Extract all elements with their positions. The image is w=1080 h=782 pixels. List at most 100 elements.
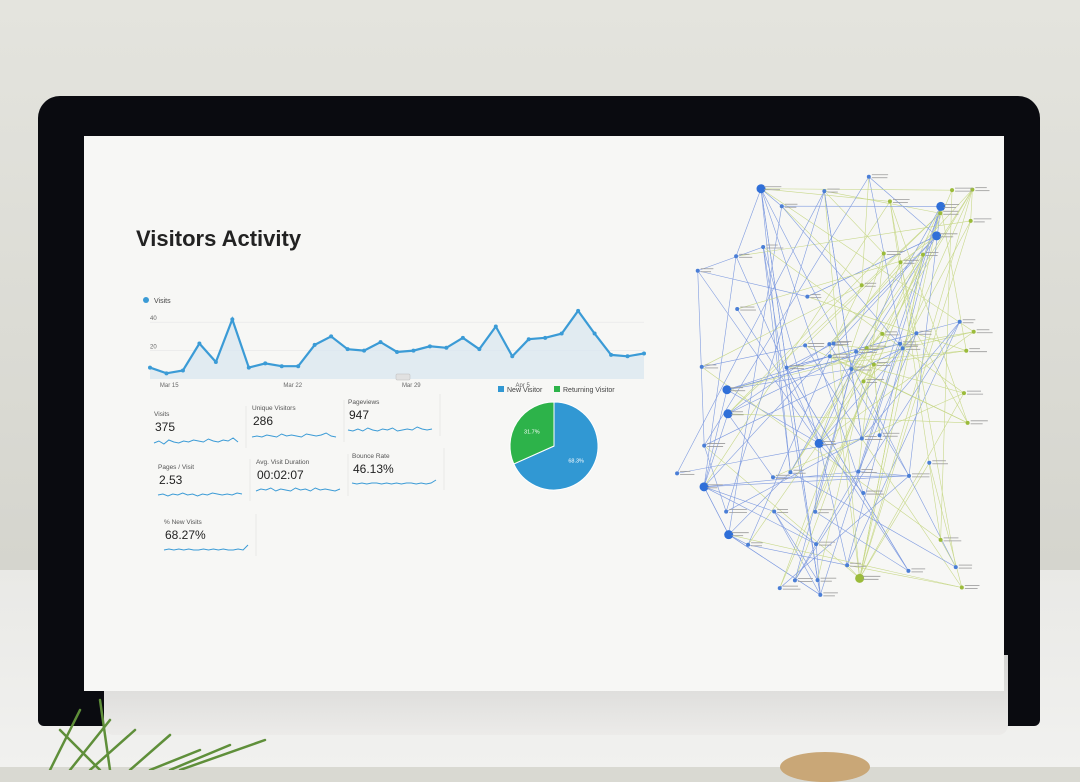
- legend-label-returning-visitor: Returning Visitor: [563, 387, 615, 394]
- visits-data-point: [329, 334, 333, 338]
- visits-data-point: [148, 366, 152, 370]
- metric-label: Visits: [154, 411, 170, 418]
- network-node: [818, 593, 838, 597]
- network-node-dot: [734, 254, 738, 258]
- visits-data-point: [280, 364, 284, 368]
- network-node-dot: [878, 433, 882, 437]
- network-node-dot: [964, 349, 968, 353]
- network-node-dot: [788, 470, 792, 474]
- network-node-dot: [969, 219, 973, 223]
- network-node-dot: [872, 362, 876, 366]
- network-node-dot: [700, 365, 704, 369]
- network-node-dot: [856, 470, 860, 474]
- metric-label: Bounce Rate: [352, 453, 390, 460]
- visits-data-point: [576, 309, 580, 313]
- network-edge: [819, 443, 863, 493]
- network-edge: [704, 256, 736, 487]
- visits-data-point: [197, 342, 201, 346]
- network-node-dot: [818, 593, 822, 597]
- metric-value: 68.27%: [165, 528, 206, 542]
- network-edge: [702, 345, 805, 367]
- network-node-dot: [880, 332, 884, 336]
- network-edge: [860, 190, 973, 579]
- network-node-dot: [860, 283, 864, 287]
- visitor-type-pie-chart: New Visitor Returning Visitor 68.3%31.7%: [498, 386, 615, 490]
- metric-label: Avg. Visit Duration: [256, 459, 310, 466]
- visits-data-point: [411, 349, 415, 353]
- network-hub-node: [724, 530, 749, 539]
- network-node-dot: [845, 563, 849, 567]
- network-node-dot: [723, 409, 732, 418]
- network-node-dot: [724, 530, 733, 539]
- network-node: [805, 295, 821, 299]
- network-node: [888, 199, 910, 203]
- network-node-dot: [966, 421, 970, 425]
- network-edge: [862, 190, 973, 439]
- pie-slices: 68.3%31.7%: [510, 402, 598, 490]
- network-edge: [729, 535, 962, 588]
- network-node: [950, 188, 972, 192]
- network-node-dot: [793, 578, 797, 582]
- network-node: [882, 252, 905, 256]
- network-node-dot: [822, 189, 826, 193]
- network-node: [793, 578, 813, 582]
- y-tick-label: 40: [150, 316, 157, 322]
- visits-data-point: [247, 366, 251, 370]
- network-node-dot: [746, 543, 750, 547]
- network-node: [938, 211, 958, 215]
- network-edge: [860, 463, 930, 579]
- metric-value: 2.53: [159, 473, 183, 487]
- network-node-dot: [771, 475, 775, 479]
- network-edge: [782, 206, 903, 348]
- metric-label: Unique Visitors: [252, 405, 296, 412]
- network-edge: [698, 271, 704, 446]
- network-edge: [805, 213, 940, 345]
- network-node-dot: [898, 342, 902, 346]
- visits-data-point: [494, 324, 498, 328]
- pie-slice-label: 68.3%: [568, 458, 584, 464]
- network-node: [962, 391, 983, 395]
- network-edge: [862, 177, 869, 285]
- network-edge: [728, 254, 884, 414]
- network-node-dot: [696, 269, 700, 273]
- visits-data-point: [444, 346, 448, 350]
- network-node-dot: [814, 542, 818, 546]
- visits-data-point: [626, 354, 630, 358]
- metric-sparkline: [158, 493, 242, 496]
- network-node-dot: [906, 569, 910, 573]
- visits-data-point: [230, 317, 234, 321]
- network-node: [969, 219, 992, 223]
- network-node-dot: [827, 342, 831, 346]
- network-edge: [780, 190, 952, 588]
- network-node: [816, 578, 837, 582]
- network-node-dot: [849, 367, 853, 371]
- network-node-dot: [854, 350, 858, 354]
- page-title: Visitors Activity: [136, 226, 302, 251]
- network-node: [788, 470, 805, 474]
- network-node-dot: [816, 578, 820, 582]
- metric-sparkline: [154, 438, 238, 444]
- network-edge: [834, 262, 901, 343]
- visits-data-point: [543, 336, 547, 340]
- network-node-dot: [722, 385, 731, 394]
- network-node-dot: [860, 436, 864, 440]
- network-node-dot: [867, 175, 871, 179]
- network-node: [813, 510, 832, 514]
- network-node-dot: [780, 204, 784, 208]
- range-scroll-handle[interactable]: [396, 374, 410, 380]
- network-node-dot: [882, 252, 886, 256]
- network-edge: [774, 511, 817, 580]
- network-edge: [728, 344, 829, 414]
- network-node: [724, 510, 747, 514]
- x-tick-label: Mar 29: [402, 383, 421, 389]
- legend-label-visits: Visits: [154, 298, 171, 305]
- network-node: [822, 189, 839, 193]
- network-edge: [704, 414, 728, 487]
- network-edge: [704, 201, 890, 486]
- network-node-dot: [700, 482, 709, 491]
